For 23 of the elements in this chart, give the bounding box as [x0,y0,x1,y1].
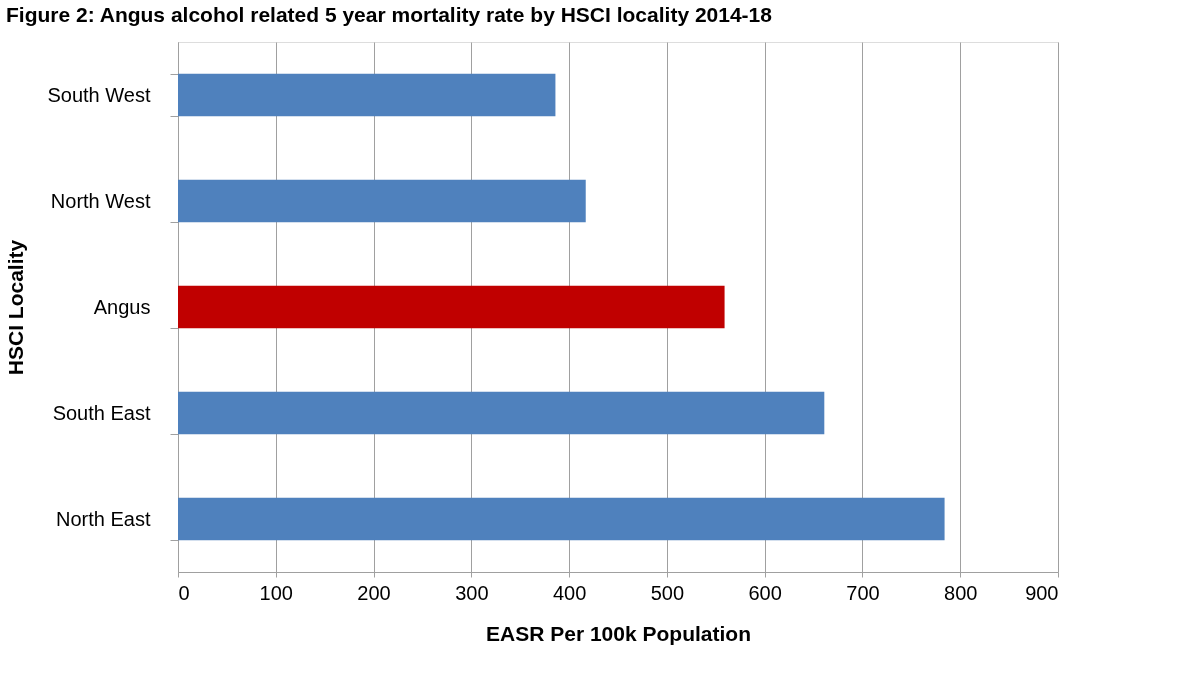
bar [178,391,825,435]
y-tick-label: South East [52,401,151,424]
bar [178,179,586,223]
y-axis-title: HSCI Locality [4,239,28,376]
x-tick-label: 500 [650,581,685,604]
x-axis-title: EASR Per 100k Population [486,621,751,645]
x-tick-label: 600 [748,581,782,604]
y-tick-label: North West [50,189,151,212]
x-tick-label: 100 [259,581,293,604]
y-tick-label: Angus [93,295,151,318]
bar [178,497,945,541]
y-tick-label: North East [56,507,151,530]
bar [178,73,556,117]
x-tick-label: 300 [455,581,489,604]
x-tick-label: 400 [552,581,587,604]
chart-title: Figure 2: Angus alcohol related 5 year mortality rate by HSCI locality 2014-18 [5,3,773,26]
x-tick-label: 700 [846,581,880,604]
x-tick-label: 200 [357,581,391,604]
y-tick-label: South West [47,83,151,106]
x-tick-label: 800 [944,581,978,604]
x-tick-label: 900 [1025,581,1059,604]
x-tick-label: 0 [178,581,190,604]
bar [178,285,725,329]
